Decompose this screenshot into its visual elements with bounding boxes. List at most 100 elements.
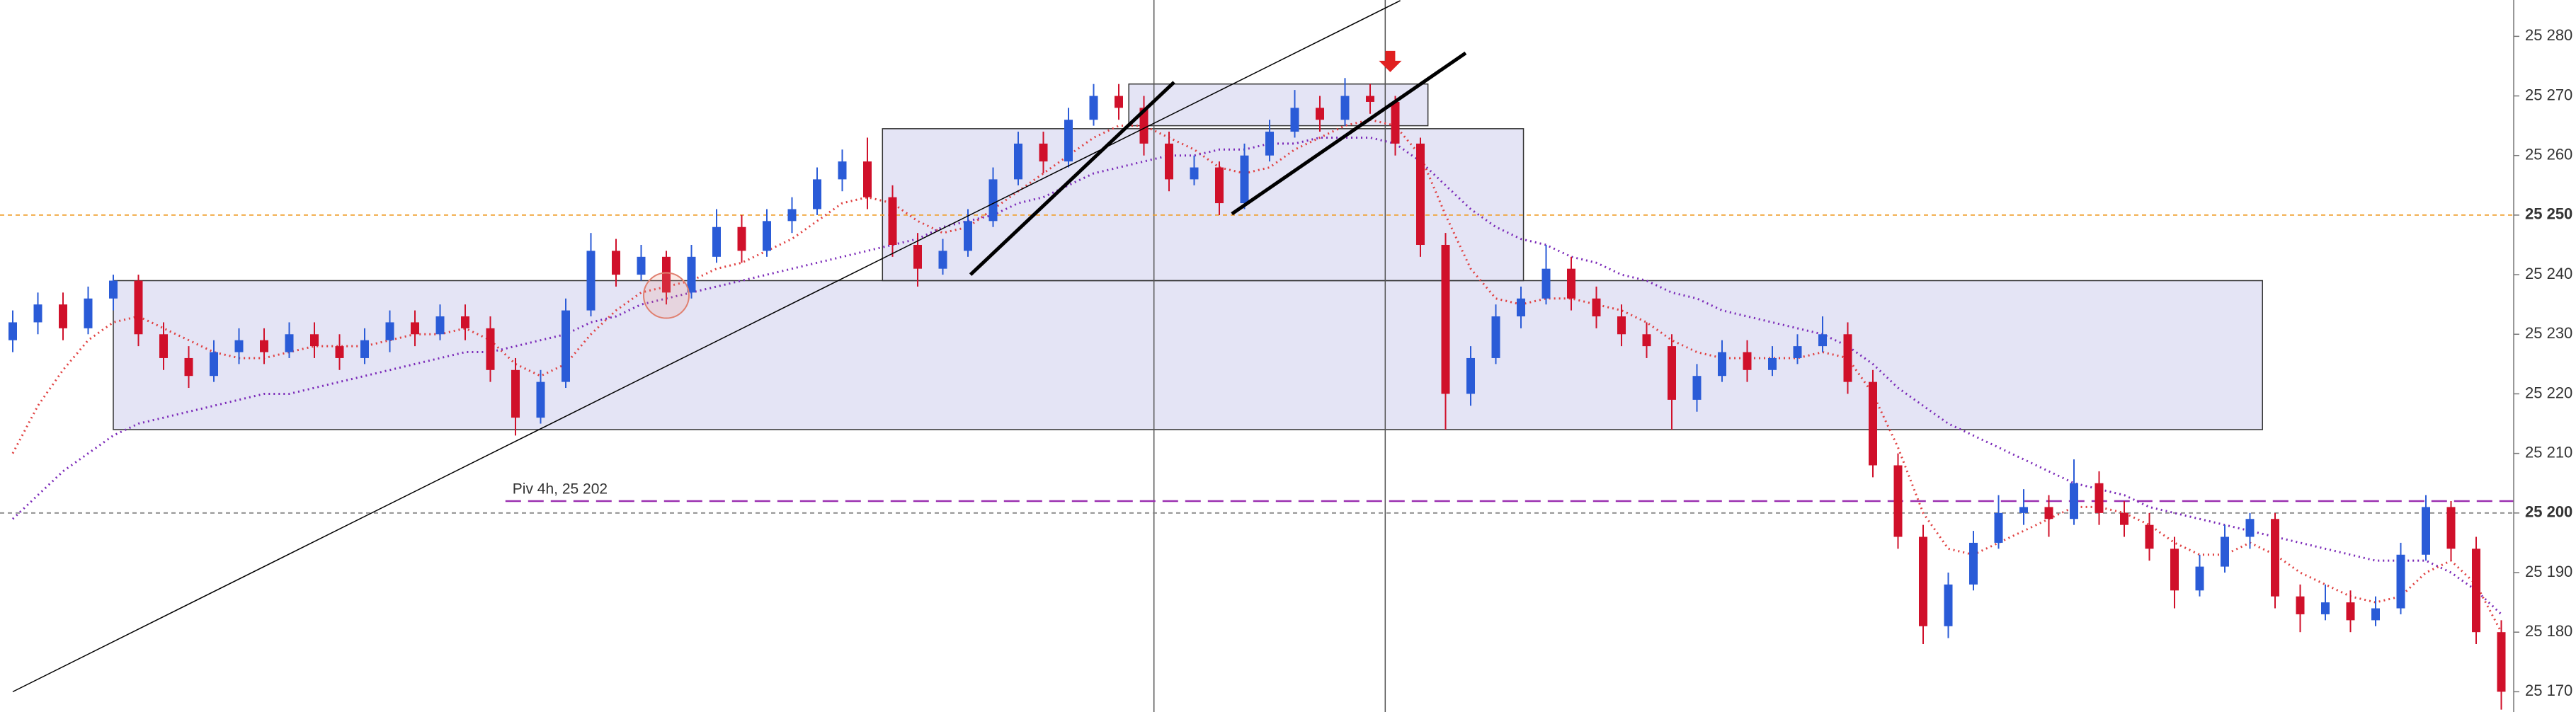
candle-body: [2271, 519, 2279, 597]
candle-body: [1592, 298, 1601, 317]
candle-body: [913, 244, 922, 269]
candle-body: [2070, 483, 2078, 519]
candle-body: [411, 322, 419, 335]
trend-line: [1231, 51, 1467, 216]
y-tick-label: 25 170: [2525, 682, 2572, 699]
candle-body: [2221, 536, 2229, 567]
moving-average: [11, 136, 2502, 616]
moving-average: [11, 118, 2502, 633]
marker-arrow: [1379, 50, 1402, 72]
candle-body: [360, 340, 369, 358]
candle-body: [813, 179, 821, 209]
candle-body: [1994, 512, 2003, 543]
candle-body: [1165, 143, 1173, 180]
candle-body: [8, 322, 17, 340]
candle-body: [2446, 507, 2456, 549]
candle-body: [1692, 376, 1702, 400]
marker-circle: [643, 272, 690, 319]
candle-body: [335, 346, 344, 358]
candle-body: [2120, 512, 2128, 525]
candle-body: [109, 280, 118, 299]
candle-body: [712, 226, 721, 257]
price-zone: [882, 128, 1524, 282]
candle-body: [2396, 554, 2405, 609]
candle-body: [2019, 507, 2028, 513]
candle-body: [1768, 357, 1777, 370]
trend-line: [12, 0, 1401, 693]
candle-body: [1316, 108, 1324, 120]
y-tick-label: 25 230: [2525, 324, 2572, 342]
candle-body: [1818, 334, 1827, 347]
candle-body: [2296, 596, 2305, 614]
candle-body: [385, 322, 394, 340]
candle-body: [1843, 334, 1852, 382]
candle-body: [662, 256, 671, 293]
y-tick-label: 25 210: [2525, 443, 2572, 461]
candle-body: [1089, 96, 1098, 120]
candle-body: [586, 251, 595, 311]
candle-body: [1893, 465, 1903, 537]
candle-body: [159, 334, 168, 358]
candle-body: [461, 316, 469, 328]
candle-body: [1541, 268, 1551, 299]
candle-body: [787, 209, 797, 222]
candle-body: [33, 304, 42, 323]
candle-body: [1668, 346, 1676, 400]
price-zone: [113, 280, 2263, 430]
candle-body: [1793, 346, 1802, 358]
candle-body: [84, 298, 93, 328]
candle-body: [184, 357, 193, 377]
price-zone: [1128, 83, 1429, 127]
candle-body: [1517, 298, 1525, 317]
candle-body: [964, 221, 972, 251]
candle-body: [1944, 584, 1953, 626]
candle-body: [562, 310, 570, 382]
candle-body: [737, 226, 746, 251]
candle-body: [2371, 608, 2380, 621]
axis-background: [2514, 0, 2576, 712]
candle-body: [310, 334, 319, 347]
y-tick-label: 25 190: [2525, 563, 2572, 580]
trend-line: [969, 81, 1175, 276]
candle-body: [938, 251, 947, 269]
candle-body: [1642, 334, 1651, 347]
y-tick-label: 25 250: [2525, 205, 2572, 223]
candle-body: [1869, 381, 1877, 466]
candle-body: [637, 256, 646, 275]
candle-body: [888, 197, 897, 245]
candle-body: [1567, 268, 1575, 299]
y-tick-label: 25 260: [2525, 146, 2572, 163]
candle-body: [1416, 143, 1425, 245]
candle-body: [234, 340, 244, 352]
candle-body: [988, 179, 998, 222]
candle-body: [2346, 602, 2355, 621]
candle-body: [2472, 549, 2480, 633]
candle-body: [210, 352, 218, 377]
candle-body: [612, 251, 620, 275]
candle-body: [1466, 357, 1475, 394]
candle-body: [285, 334, 294, 352]
candle-body: [1491, 316, 1500, 358]
candle-body: [1190, 167, 1199, 180]
candle-body: [1014, 143, 1022, 180]
candle-body: [1743, 352, 1752, 370]
candle-body: [1039, 143, 1048, 162]
candle-body: [1919, 536, 1927, 626]
y-tick-label: 25 220: [2525, 384, 2572, 401]
candle-body: [1240, 155, 1249, 204]
candle-body: [1139, 108, 1149, 144]
candle-body: [1290, 108, 1299, 132]
candle-body: [1064, 120, 1073, 162]
y-tick-label: 25 280: [2525, 26, 2572, 44]
candle-body: [1366, 96, 1374, 102]
candle-body: [1617, 316, 1626, 335]
candle-body: [1265, 132, 1274, 156]
candle-body: [260, 340, 268, 352]
candle-body: [763, 221, 771, 251]
candle-body: [134, 280, 143, 335]
candle-body: [863, 161, 872, 197]
candle-body: [2422, 507, 2430, 555]
candle-body: [2170, 549, 2179, 591]
candle-body: [536, 381, 545, 418]
